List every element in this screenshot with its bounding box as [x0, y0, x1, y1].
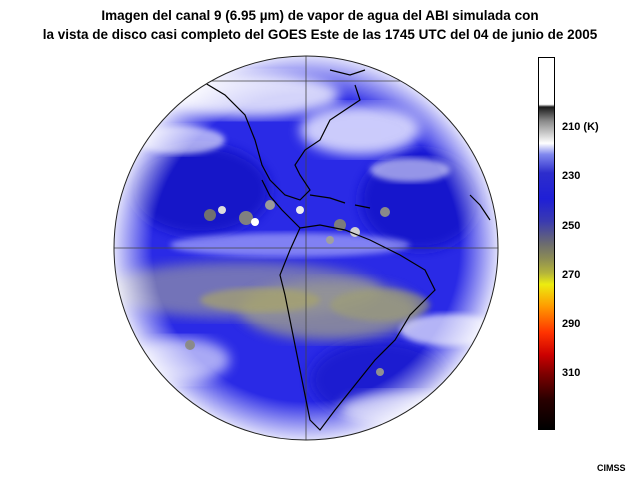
colorbar-tick-230: 230 [562, 170, 581, 182]
colorbar-tick-210: 210 (K) [562, 121, 599, 133]
temperature-colorbar [538, 57, 555, 430]
title-line-2: la vista de disco casi completo del GOES… [42, 27, 598, 42]
coastlines [199, 69, 491, 440]
credit-label: CIMSS [597, 463, 626, 473]
colorbar-tick-270: 270 [562, 269, 581, 281]
figure-title: Imagen del canal 9 (6.95 µm) de vapor de… [0, 6, 640, 44]
title-line-1: Imagen del canal 9 (6.95 µm) de vapor de… [101, 8, 539, 23]
water-vapor-field [114, 56, 498, 440]
colorbar-tick-250: 250 [562, 220, 581, 232]
disk-edge [113, 55, 499, 441]
colorbar-tick-290: 290 [562, 318, 581, 330]
colorbar-tick-310: 310 [562, 367, 581, 379]
